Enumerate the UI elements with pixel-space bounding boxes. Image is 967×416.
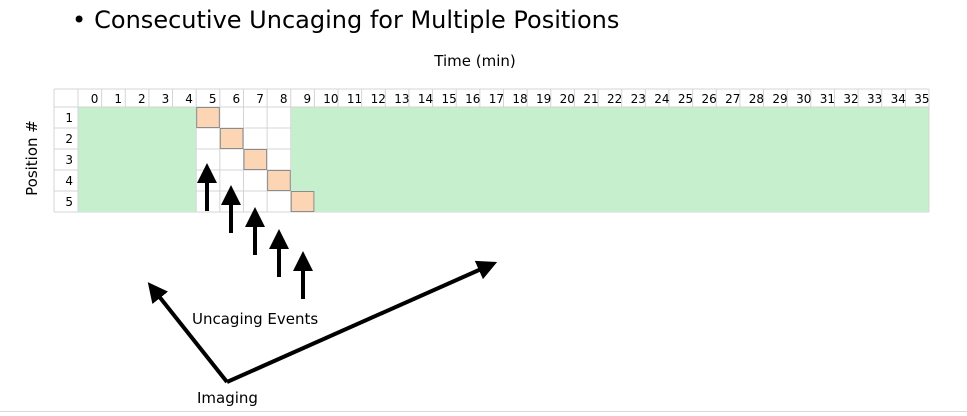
column-header-label: 22 — [607, 92, 622, 106]
imaging-period-fill — [291, 107, 929, 212]
x-axis-label: Time (min) — [434, 52, 516, 70]
row-header-label: 2 — [65, 132, 73, 146]
imaging-label: Imaging — [197, 389, 258, 407]
column-header-label: 2 — [138, 92, 146, 106]
uncaging-event-cell — [196, 107, 220, 128]
slide-bottom-divider — [0, 411, 967, 412]
column-header-label: 13 — [394, 92, 409, 106]
column-header-label: 7 — [256, 92, 264, 106]
row-header-label: 3 — [65, 153, 73, 167]
column-header-label: 10 — [323, 92, 338, 106]
column-header-label: 26 — [702, 92, 717, 106]
column-header-label: 12 — [371, 92, 386, 106]
column-header-label: 21 — [583, 92, 598, 106]
row-header-label: 5 — [65, 195, 73, 209]
column-header-label: 17 — [489, 92, 504, 106]
imaging-arrow-left — [147, 282, 229, 384]
column-header-label: 33 — [867, 92, 882, 106]
column-header-label: 35 — [914, 92, 929, 106]
uncaging-events-label: Uncaging Events — [192, 310, 319, 328]
slide-title: • Consecutive Uncaging for Multiple Posit… — [72, 6, 619, 34]
column-header-label: 25 — [678, 92, 693, 106]
column-header-label: 19 — [536, 92, 551, 106]
uncaging-event-cell — [290, 191, 315, 212]
imaging-period-fill — [78, 107, 196, 212]
column-header-label: 32 — [843, 92, 858, 106]
column-header-label: 5 — [209, 92, 217, 106]
column-header-label: 34 — [891, 92, 906, 106]
uncaging-event-cell — [243, 149, 268, 170]
column-header-label: 8 — [280, 92, 288, 106]
column-header-label: 6 — [233, 92, 241, 106]
bullet-point: • — [72, 6, 87, 34]
column-header-label: 1 — [114, 92, 122, 106]
column-header-label: 28 — [749, 92, 764, 106]
column-header-label: 31 — [820, 92, 835, 106]
column-header-label: 30 — [796, 92, 811, 106]
column-header-label: 15 — [441, 92, 456, 106]
row-header-label: 4 — [65, 174, 73, 188]
uncaging-event-cell — [219, 128, 244, 149]
column-header-label: 4 — [185, 92, 193, 106]
column-header-label: 24 — [654, 92, 669, 106]
column-header-label: 0 — [91, 92, 99, 106]
column-header-label: 14 — [418, 92, 433, 106]
imaging-arrow-right — [226, 260, 498, 384]
column-header-label: 23 — [631, 92, 646, 106]
column-header-label: 3 — [162, 92, 170, 106]
uncaging-event-cell — [267, 170, 291, 191]
column-header-label: 18 — [512, 92, 527, 106]
column-header-label: 27 — [725, 92, 740, 106]
row-header-label: 1 — [65, 111, 73, 125]
title-text: Consecutive Uncaging for Multiple Positi… — [94, 6, 620, 34]
column-header-label: 16 — [465, 92, 480, 106]
column-header-label: 20 — [560, 92, 575, 106]
column-header-label: 11 — [347, 92, 362, 106]
column-header-label: 29 — [772, 92, 787, 106]
column-header-label: 9 — [303, 92, 311, 106]
